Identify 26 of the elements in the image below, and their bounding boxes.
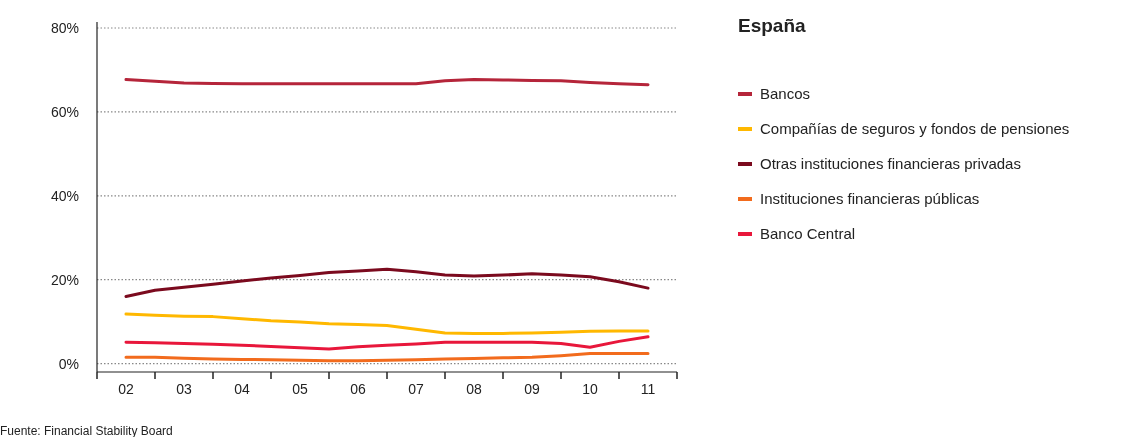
legend-label: Instituciones financieras públicas (760, 190, 980, 207)
y-tick-label: 60% (50, 103, 79, 120)
x-tick-label: 04 (234, 381, 250, 397)
line-series (124, 312, 650, 335)
y-tick-label: 0% (58, 355, 79, 372)
legend-label: Banco Central (760, 225, 856, 242)
line-series (124, 352, 650, 363)
x-tick-label: 10 (582, 381, 598, 397)
x-tick-label: 06 (350, 381, 366, 397)
y-tick-label: 20% (50, 271, 79, 288)
source-note: Fuente: Financial Stability Board (0, 424, 173, 437)
line-series (124, 267, 650, 298)
x-tick-label: 11 (640, 381, 656, 397)
x-tick-label: 07 (408, 381, 424, 397)
x-tick-label: 05 (292, 381, 308, 397)
y-tick-label: 40% (50, 187, 79, 204)
y-tick-label: 80% (50, 20, 79, 36)
x-tick-label: 02 (118, 381, 134, 397)
legend-label: Compañías de seguros y fondos de pensiones (760, 120, 1070, 137)
legend-label: Bancos (760, 85, 811, 102)
x-tick-label: 08 (466, 381, 482, 397)
line-series (124, 335, 650, 351)
legend-label: Otras instituciones financieras privadas (760, 155, 1021, 172)
x-tick-label: 03 (176, 381, 192, 397)
x-tick-label: 09 (524, 381, 540, 397)
legend-title: España (738, 15, 807, 36)
